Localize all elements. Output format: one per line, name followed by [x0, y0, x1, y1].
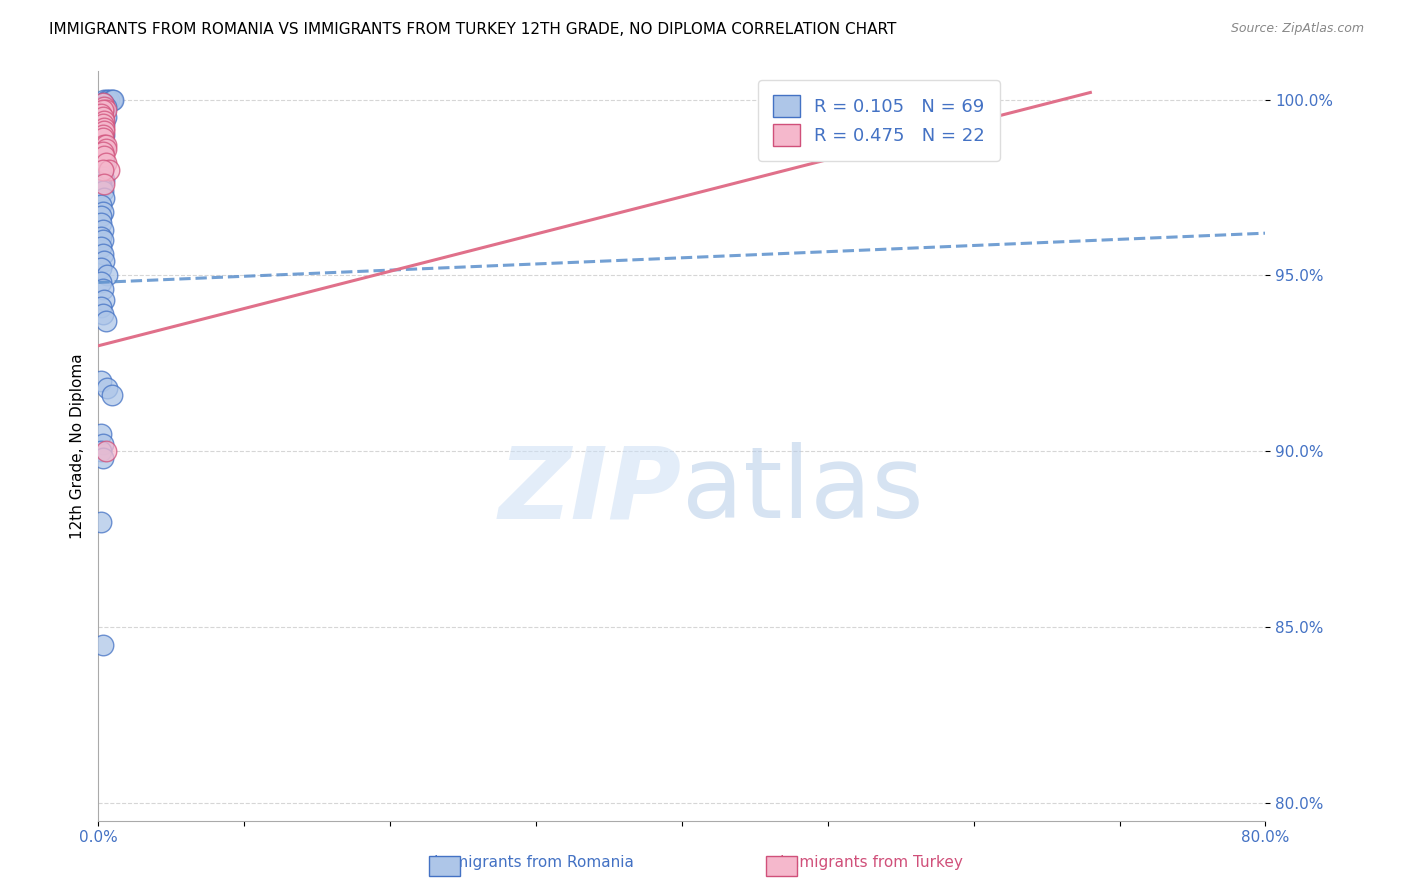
- Point: [91, 95, 114, 110]
- Point: [94, 99, 117, 113]
- Point: [93, 93, 115, 107]
- Point: [94, 138, 117, 153]
- Point: [90, 240, 112, 254]
- Point: [90, 229, 112, 244]
- Point: [90, 515, 112, 529]
- Point: [91, 110, 114, 124]
- Point: [90, 131, 112, 145]
- Point: [94, 142, 117, 156]
- Point: [91, 451, 114, 466]
- Y-axis label: 12th Grade, No Diploma: 12th Grade, No Diploma: [69, 353, 84, 539]
- Point: [94, 110, 117, 124]
- Point: [90, 124, 112, 138]
- Point: [90, 135, 112, 149]
- Point: [90, 300, 112, 314]
- Point: [90, 444, 112, 458]
- Point: [90, 261, 112, 276]
- Legend: R = 0.105   N = 69, R = 0.475   N = 22: R = 0.105 N = 69, R = 0.475 N = 22: [758, 80, 1000, 161]
- Point: [91, 184, 114, 198]
- Point: [90, 113, 112, 128]
- Point: [91, 205, 114, 219]
- Point: [91, 145, 114, 160]
- Point: [93, 128, 115, 142]
- Text: ZIP: ZIP: [499, 442, 682, 540]
- Point: [91, 128, 114, 142]
- Point: [91, 103, 114, 117]
- Point: [90, 180, 112, 194]
- Point: [90, 177, 112, 191]
- Text: Immigrants from Romania: Immigrants from Romania: [434, 855, 634, 870]
- Point: [90, 216, 112, 230]
- Point: [93, 149, 115, 163]
- Text: Source: ZipAtlas.com: Source: ZipAtlas.com: [1230, 22, 1364, 36]
- Point: [90, 106, 112, 120]
- Point: [90, 166, 112, 180]
- Point: [93, 110, 115, 124]
- Point: [91, 131, 114, 145]
- Point: [90, 99, 112, 113]
- Point: [97, 93, 120, 107]
- Point: [91, 307, 114, 321]
- Point: [93, 254, 115, 268]
- Point: [91, 128, 114, 142]
- Point: [94, 156, 117, 170]
- Point: [93, 103, 115, 117]
- Point: [93, 113, 115, 128]
- Point: [91, 113, 114, 128]
- Point: [100, 93, 122, 107]
- Text: IMMIGRANTS FROM ROMANIA VS IMMIGRANTS FROM TURKEY 12TH GRADE, NO DIPLOMA CORRELA: IMMIGRANTS FROM ROMANIA VS IMMIGRANTS FR…: [49, 22, 897, 37]
- Point: [94, 444, 117, 458]
- Point: [91, 131, 114, 145]
- Point: [94, 314, 117, 328]
- Text: Immigrants from Turkey: Immigrants from Turkey: [780, 855, 963, 870]
- Point: [91, 145, 114, 160]
- Point: [91, 117, 114, 131]
- Point: [91, 145, 114, 160]
- Point: [90, 374, 112, 388]
- Point: [90, 209, 112, 223]
- Point: [91, 437, 114, 451]
- Point: [91, 103, 114, 117]
- Point: [91, 222, 114, 236]
- Point: [90, 426, 112, 441]
- Point: [91, 247, 114, 261]
- Point: [91, 638, 114, 652]
- Point: [91, 138, 114, 153]
- Point: [93, 124, 115, 138]
- Point: [93, 99, 115, 113]
- Point: [93, 117, 115, 131]
- Point: [93, 138, 115, 153]
- Point: [91, 95, 114, 110]
- Point: [96, 381, 118, 395]
- Point: [91, 106, 114, 120]
- Point: [101, 93, 124, 107]
- Point: [93, 156, 115, 170]
- Text: atlas: atlas: [682, 442, 924, 540]
- Point: [93, 142, 115, 156]
- Point: [90, 159, 112, 173]
- Point: [90, 149, 112, 163]
- Point: [91, 120, 114, 135]
- Point: [91, 162, 114, 177]
- Point: [100, 388, 122, 402]
- Point: [93, 120, 115, 135]
- Point: [91, 283, 114, 297]
- Point: [90, 276, 112, 290]
- Point: [90, 106, 112, 120]
- Point: [96, 268, 118, 283]
- Point: [91, 162, 114, 177]
- Point: [93, 191, 115, 205]
- Point: [94, 103, 117, 117]
- Point: [93, 177, 115, 191]
- Point: [96, 93, 118, 107]
- Point: [91, 233, 114, 247]
- Point: [90, 198, 112, 212]
- Point: [93, 173, 115, 187]
- Point: [91, 117, 114, 131]
- Point: [97, 162, 120, 177]
- Point: [91, 169, 114, 184]
- Point: [93, 293, 115, 307]
- Point: [90, 120, 112, 135]
- Point: [91, 153, 114, 167]
